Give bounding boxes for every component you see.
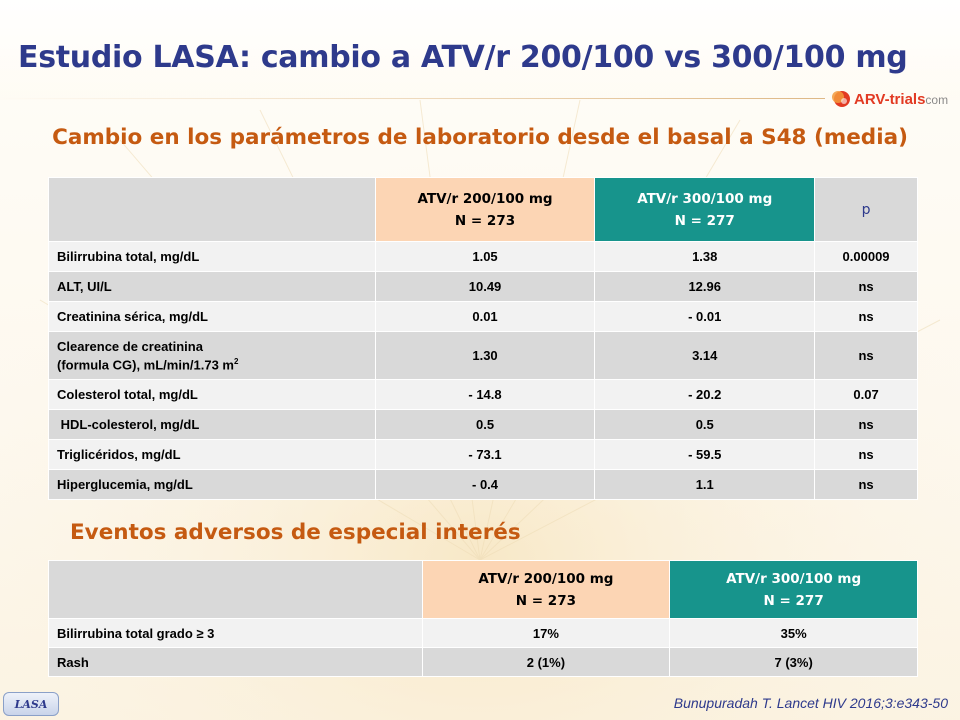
value-atv-300: 0.5 (594, 409, 816, 440)
value-atv-200: - 73.1 (374, 439, 596, 470)
header-atv-200: ATV/r 200/100 mg N = 273 (421, 560, 671, 619)
table-row: Hiperglucemia, mg/dL - 0.4 1.1 ns (48, 469, 918, 500)
lab-parameters-subtitle: Cambio en los parámetros de laboratorio … (52, 125, 908, 150)
row-label: Hiperglucemia, mg/dL (48, 469, 376, 500)
value-atv-300: - 59.5 (594, 439, 816, 470)
header-atv-300: ATV/r 300/100 mg N = 277 (669, 560, 918, 619)
lasa-badge: LASA (3, 692, 59, 716)
adverse-events-subtitle: Eventos adversos de especial interés (70, 520, 521, 545)
logo-text-suffix: com (925, 92, 949, 107)
value-atv-300: 7 (3%) (669, 647, 918, 677)
title-divider (0, 98, 825, 99)
row-label-line1: Clearence de creatinina (57, 338, 203, 354)
value-atv-200: 0.01 (374, 301, 596, 332)
row-label: Rash (48, 647, 423, 677)
row-label: Triglicéridos, mg/dL (48, 439, 376, 470)
header-atv-200-dose: ATV/r 200/100 mg (478, 570, 614, 587)
value-atv-200: 0.5 (374, 409, 596, 440)
header-atv-200-n: N = 273 (454, 212, 516, 229)
row-label: Bilirrubina total grado ≥ 3 (48, 618, 423, 648)
value-atv-300: 1.1 (594, 469, 816, 500)
value-p: ns (814, 409, 918, 440)
logo-text-main: ARV-trials (854, 90, 926, 108)
table-row: Bilirrubina total grado ≥ 3 17% 35% (48, 618, 918, 648)
header-atv-300-n: N = 277 (763, 592, 824, 609)
row-label-superscript: 2 (233, 356, 239, 366)
header-atv-300: ATV/r 300/100 mg N = 277 (594, 177, 816, 242)
value-atv-300: 1.38 (594, 241, 816, 272)
value-atv-200: - 0.4 (374, 469, 596, 500)
table-row: Clearence de creatinina (formula CG), mL… (48, 331, 918, 380)
value-atv-300: - 20.2 (594, 379, 816, 410)
value-atv-200: - 14.8 (374, 379, 596, 410)
table-row: HDL-colesterol, mg/dL 0.5 0.5 ns (48, 409, 918, 440)
value-p: 0.00009 (814, 241, 918, 272)
header-blank-cell (48, 177, 376, 242)
value-atv-300: 3.14 (594, 331, 816, 380)
table-row: Creatinina sérica, mg/dL 0.01 - 0.01 ns (48, 301, 918, 332)
value-p: ns (814, 439, 918, 470)
table-header-row: ATV/r 200/100 mg N = 273 ATV/r 300/100 m… (48, 177, 918, 242)
arv-trials-logo-icon (832, 91, 850, 107)
table-row: ALT, UI/L 10.49 12.96 ns (48, 271, 918, 302)
value-p: ns (814, 271, 918, 302)
value-atv-300: - 0.01 (594, 301, 816, 332)
lab-parameters-table: ATV/r 200/100 mg N = 273 ATV/r 300/100 m… (48, 177, 918, 500)
row-label: Creatinina sérica, mg/dL (48, 301, 376, 332)
value-atv-200: 1.30 (374, 331, 596, 380)
header-p-value: p (814, 177, 918, 242)
arv-trials-logo: ARV-trialscom (830, 88, 948, 110)
value-p: ns (814, 469, 918, 500)
table-header-row: ATV/r 200/100 mg N = 273 ATV/r 300/100 m… (48, 560, 918, 619)
value-atv-200: 10.49 (374, 271, 596, 302)
row-label: HDL-colesterol, mg/dL (48, 409, 376, 440)
row-label-line2: (formula CG), mL/min/1.73 m (57, 357, 234, 373)
header-atv-300-dose: ATV/r 300/100 mg (637, 190, 773, 207)
header-atv-200: ATV/r 200/100 mg N = 273 (374, 177, 596, 242)
header-atv-300-n: N = 277 (674, 212, 735, 229)
table-row: Colesterol total, mg/dL - 14.8 - 20.2 0.… (48, 379, 918, 410)
adverse-events-table: ATV/r 200/100 mg N = 273 ATV/r 300/100 m… (48, 560, 918, 677)
citation: Bunupuradah T. Lancet HIV 2016;3:e343-50 (673, 695, 948, 711)
value-atv-200: 2 (1%) (421, 647, 671, 677)
value-atv-200: 17% (421, 618, 671, 648)
header-atv-200-dose: ATV/r 200/100 mg (417, 190, 553, 207)
title-bar (0, 0, 960, 100)
header-atv-300-dose: ATV/r 300/100 mg (726, 570, 862, 587)
header-blank-cell (48, 560, 423, 619)
row-label: Colesterol total, mg/dL (48, 379, 376, 410)
row-label: Clearence de creatinina (formula CG), mL… (48, 331, 376, 380)
table-row: Triglicéridos, mg/dL - 73.1 - 59.5 ns (48, 439, 918, 470)
value-atv-300: 12.96 (594, 271, 816, 302)
value-p: 0.07 (814, 379, 918, 410)
table-row: Rash 2 (1%) 7 (3%) (48, 647, 918, 677)
value-atv-200: 1.05 (374, 241, 596, 272)
header-atv-200-n: N = 273 (515, 592, 576, 609)
page-title: Estudio LASA: cambio a ATV/r 200/100 vs … (18, 40, 908, 75)
value-p: ns (814, 331, 918, 380)
row-label: Bilirrubina total, mg/dL (48, 241, 376, 272)
arv-trials-logo-text: ARV-trialscom (854, 91, 948, 108)
row-label: ALT, UI/L (48, 271, 376, 302)
value-atv-300: 35% (669, 618, 918, 648)
table-row: Bilirrubina total, mg/dL 1.05 1.38 0.000… (48, 241, 918, 272)
value-p: ns (814, 301, 918, 332)
